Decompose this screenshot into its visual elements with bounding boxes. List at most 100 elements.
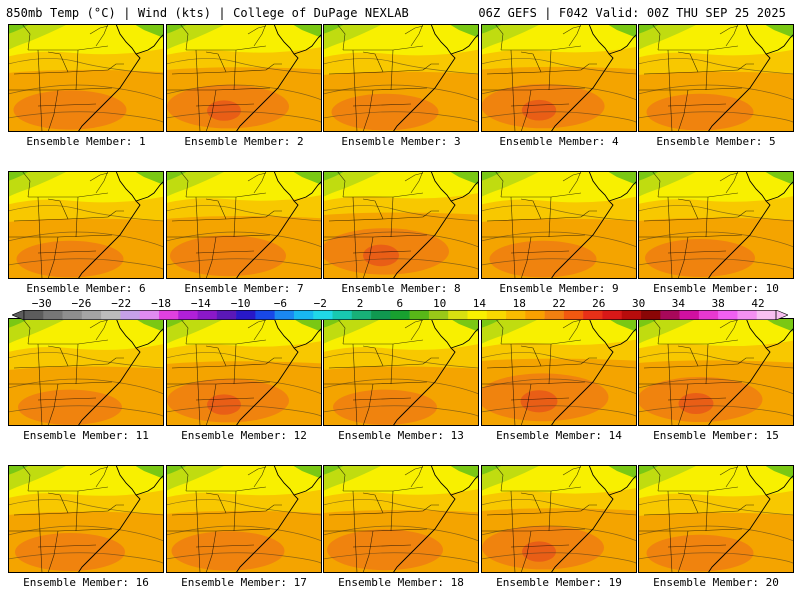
colorbar-segment: [216, 310, 237, 320]
temperature-colorbar: −30 −26 −22 −18 −14 −10 −6 −2 2 6 10 14 18 22 26 30 34 38…: [12, 298, 788, 320]
colorbar-tick-label: −2: [313, 297, 327, 310]
colorbar-segment: [197, 310, 218, 320]
temperature-map: [8, 318, 164, 426]
colorbar-tick-label: 2: [356, 297, 364, 310]
colorbar-segment: [43, 310, 63, 320]
ensemble-panel-map: [166, 465, 322, 573]
temperature-map: [638, 24, 794, 132]
ensemble-member-label: Ensemble Member: 14: [496, 429, 622, 442]
colorbar-segment: [737, 310, 758, 320]
ensemble-panel-map: [481, 318, 637, 426]
ensemble-member-label: Ensemble Member: 20: [653, 576, 779, 589]
colorbar-tick-label: −18: [151, 297, 171, 310]
ensemble-member-label: Ensemble Member: 16: [23, 576, 149, 589]
colorbar-segment: [293, 310, 314, 320]
model-run-info: 06Z GEFS | F042 Valid: 00Z THU SEP 25 20…: [478, 6, 786, 20]
colorbar-segment: [602, 310, 623, 320]
ensemble-member-label: Ensemble Member: 4: [499, 135, 619, 148]
colorbar-tick-label: 14: [472, 297, 487, 310]
colorbar-tick-label: 18: [512, 297, 526, 310]
ensemble-panel-map: [8, 24, 164, 132]
colorbar-segment: [255, 310, 275, 320]
ensemble-panel-map: [323, 24, 479, 132]
colorbar-tick-label: 38: [711, 297, 725, 310]
temperature-map: [166, 318, 322, 426]
ensemble-member-label: Ensemble Member: 8: [341, 282, 461, 295]
ensemble-member-label: Ensemble Member: 11: [23, 429, 149, 442]
temperature-map: [8, 465, 164, 573]
ensemble-panel-map: [8, 171, 164, 279]
colorbar-segment: [679, 310, 700, 320]
colorbar-segment: [178, 310, 198, 320]
colorbar-segment: [718, 310, 738, 320]
colorbar-tick-label: 30: [631, 297, 646, 310]
colorbar-segment: [120, 310, 140, 320]
colorbar-segment: [467, 310, 488, 320]
temperature-map: [166, 171, 322, 279]
ensemble-member-label: Ensemble Member: 7: [184, 282, 304, 295]
colorbar-segment: [24, 310, 44, 320]
temperature-map: [638, 318, 794, 426]
colorbar-tick-label: −14: [190, 297, 211, 310]
colorbar-segment: [236, 310, 256, 320]
temperature-map: [323, 24, 479, 132]
colorbar-segment: [563, 310, 584, 320]
ensemble-member-label: Ensemble Member: 2: [184, 135, 304, 148]
ensemble-member-label: Ensemble Member: 1: [26, 135, 146, 148]
temperature-map: [8, 171, 164, 279]
colorbar-tick-label: −30: [31, 297, 52, 310]
colorbar-right-arrow: [775, 310, 788, 320]
ensemble-member-label: Ensemble Member: 19: [496, 576, 622, 589]
temperature-map: [8, 24, 164, 132]
temperature-map: [638, 171, 794, 279]
ensemble-member-label: Ensemble Member: 15: [653, 429, 779, 442]
ensemble-panel-map: [638, 171, 794, 279]
colorbar-segment: [158, 310, 179, 320]
colorbar-segment: [351, 310, 372, 320]
ensemble-panel-map: [323, 465, 479, 573]
colorbar-segment: [756, 310, 777, 320]
temperature-map: [481, 465, 637, 573]
temperature-map: [481, 24, 637, 132]
colorbar-segment: [486, 310, 507, 320]
colorbar-segment: [641, 310, 661, 320]
ensemble-member-label: Ensemble Member: 13: [338, 429, 464, 442]
ensemble-panel-map: [638, 24, 794, 132]
ensemble-panel-map: [481, 171, 637, 279]
ensemble-panel-map: [638, 465, 794, 573]
ensemble-member-label: Ensemble Member: 12: [181, 429, 307, 442]
colorbar-segment: [390, 310, 410, 320]
temperature-map: [166, 465, 322, 573]
ensemble-member-label: Ensemble Member: 17: [181, 576, 307, 589]
temperature-map: [481, 171, 637, 279]
colorbar-segment: [660, 310, 680, 320]
colorbar-scale: [12, 310, 788, 320]
colorbar-tick-label: 10: [432, 297, 447, 310]
colorbar-segment: [409, 310, 430, 320]
colorbar-segment: [371, 310, 391, 320]
colorbar-left-arrow: [12, 310, 25, 320]
colorbar-tick-labels: −30 −26 −22 −18 −14 −10 −6 −2 2 6 10 14 18 22 26 30 34 38…: [12, 298, 788, 310]
ensemble-panel-map: [323, 171, 479, 279]
colorbar-tick-label: 34: [671, 297, 686, 310]
map-title: 850mb Temp (°C) | Wind (kts) | College o…: [6, 6, 409, 20]
colorbar-tick-label: −10: [230, 297, 251, 310]
temperature-map: [166, 24, 322, 132]
ensemble-panel-map: [8, 465, 164, 573]
colorbar-tick-label: −26: [71, 297, 92, 310]
colorbar-segment: [448, 310, 468, 320]
colorbar-tick-label: 6: [396, 297, 404, 310]
temperature-map: [323, 171, 479, 279]
colorbar-segment: [506, 310, 526, 320]
temperature-map: [323, 318, 479, 426]
colorbar-tick-label: 22: [552, 297, 566, 310]
ensemble-panel-map: [166, 318, 322, 426]
ensemble-member-label: Ensemble Member: 3: [341, 135, 461, 148]
colorbar-segment: [62, 310, 83, 320]
ensemble-member-label: Ensemble Member: 9: [499, 282, 619, 295]
colorbar-segment: [428, 310, 449, 320]
ensemble-panel-map: [8, 318, 164, 426]
colorbar-tick-label: −22: [111, 297, 132, 310]
colorbar-segment: [81, 310, 102, 320]
ensemble-member-label: Ensemble Member: 10: [653, 282, 779, 295]
